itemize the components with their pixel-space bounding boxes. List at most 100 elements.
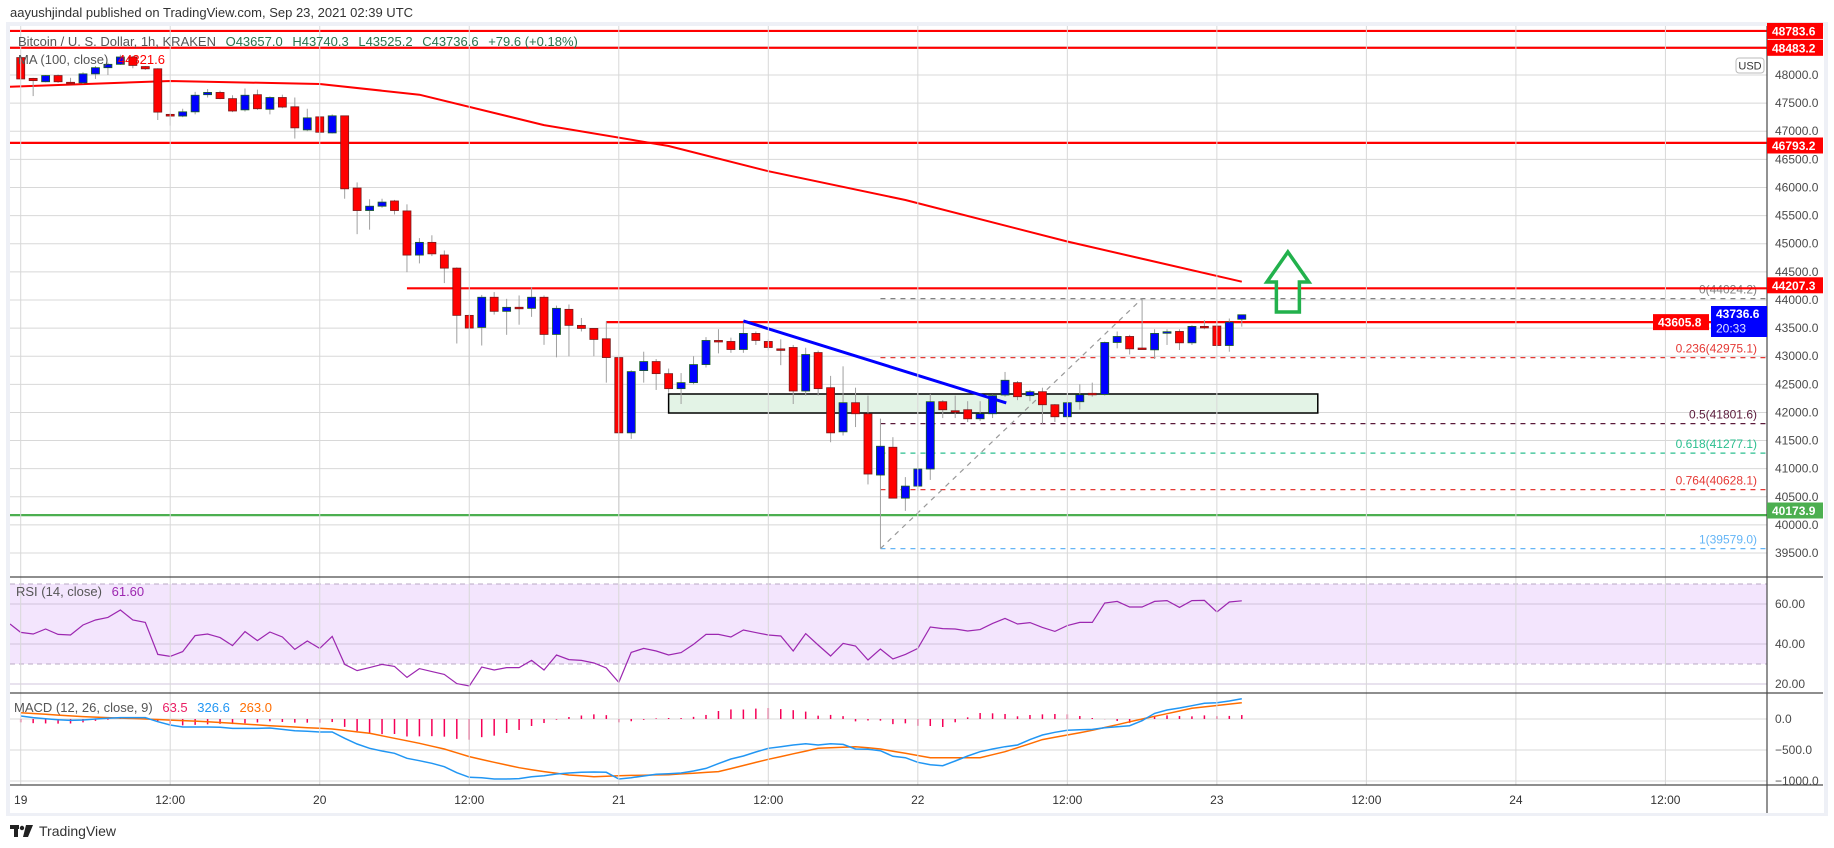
candle[interactable] — [1025, 389, 1035, 402]
rsi-pane[interactable] — [10, 583, 1767, 687]
candle[interactable] — [1050, 404, 1060, 423]
candle[interactable] — [390, 199, 399, 215]
candle[interactable] — [1100, 341, 1110, 396]
candle[interactable] — [290, 97, 300, 139]
candle[interactable] — [253, 89, 262, 110]
tradingview-logo[interactable]: TradingView — [10, 823, 116, 839]
candle[interactable] — [589, 328, 599, 357]
macd-line[interactable] — [20, 698, 1242, 780]
candle[interactable] — [1150, 329, 1159, 360]
candle[interactable] — [265, 96, 275, 115]
candle[interactable] — [327, 114, 337, 134]
candle[interactable] — [28, 77, 38, 97]
candle[interactable] — [1075, 384, 1085, 410]
candle[interactable] — [527, 287, 536, 317]
candle[interactable] — [738, 322, 748, 353]
candle[interactable] — [228, 95, 237, 113]
candle[interactable] — [826, 375, 835, 443]
candle[interactable] — [203, 89, 213, 98]
candle[interactable] — [676, 373, 686, 405]
candle[interactable] — [838, 366, 848, 436]
candle[interactable] — [140, 66, 150, 70]
candle[interactable] — [975, 401, 985, 421]
candle[interactable] — [564, 304, 574, 357]
candle[interactable] — [103, 62, 113, 75]
candle[interactable] — [950, 395, 960, 419]
candle[interactable] — [1175, 329, 1184, 351]
candle[interactable] — [41, 75, 51, 83]
candle[interactable] — [402, 204, 412, 273]
candle[interactable] — [78, 72, 88, 84]
candle[interactable] — [477, 294, 487, 346]
candle[interactable] — [876, 418, 885, 549]
candle[interactable] — [215, 90, 225, 100]
candle[interactable] — [91, 66, 100, 79]
candle[interactable] — [1137, 298, 1147, 350]
candle[interactable] — [190, 91, 200, 115]
candle[interactable] — [240, 88, 250, 112]
candle[interactable] — [66, 77, 75, 85]
candle[interactable] — [1237, 314, 1247, 327]
candle[interactable] — [1125, 334, 1135, 355]
candle[interactable] — [626, 370, 636, 439]
candle[interactable] — [963, 401, 973, 423]
macd-pane[interactable] — [10, 698, 1767, 782]
candle[interactable] — [788, 344, 798, 405]
candle[interactable] — [552, 305, 561, 358]
candle[interactable] — [714, 329, 723, 354]
candle[interactable] — [502, 298, 512, 335]
currency-badge[interactable] — [1735, 57, 1765, 74]
candle[interactable] — [801, 347, 811, 396]
candle[interactable] — [415, 238, 424, 264]
candle[interactable] — [340, 115, 350, 199]
candle[interactable] — [639, 351, 649, 383]
candle[interactable] — [701, 337, 711, 368]
candle[interactable] — [452, 267, 462, 344]
candle[interactable] — [726, 337, 736, 353]
candle[interactable] — [1013, 380, 1022, 401]
candle[interactable] — [377, 198, 387, 208]
price-pane[interactable]: 0(44024.2) 0.236(42975.1) 0.5(41801.6) 0.61… — [8, 29, 1767, 554]
candle[interactable] — [863, 395, 873, 485]
candle[interactable] — [439, 250, 449, 284]
fib-trend-line[interactable] — [880, 298, 1143, 550]
candle[interactable] — [153, 68, 163, 120]
candle[interactable] — [115, 54, 125, 65]
candle[interactable] — [1038, 387, 1047, 424]
candle[interactable] — [651, 359, 661, 390]
candle[interactable] — [53, 74, 63, 83]
candle[interactable] — [489, 292, 499, 315]
candle[interactable] — [539, 295, 549, 345]
candle[interactable] — [888, 437, 898, 499]
candle[interactable] — [664, 368, 674, 393]
candle[interactable] — [1224, 318, 1234, 352]
candle[interactable] — [1187, 325, 1197, 345]
candle[interactable] — [751, 331, 761, 345]
candle[interactable] — [925, 393, 935, 480]
up-arrow-icon[interactable] — [1263, 248, 1313, 314]
rsi-line[interactable] — [10, 599, 1242, 687]
candle[interactable] — [1112, 331, 1122, 349]
blue-trendline[interactable] — [742, 319, 1007, 405]
candle[interactable] — [277, 94, 287, 109]
rsi-legend[interactable]: RSI (14, close) 61.60 — [16, 584, 150, 599]
candle[interactable] — [813, 350, 823, 396]
candle[interactable] — [302, 108, 312, 132]
candle[interactable] — [514, 295, 524, 325]
candle[interactable] — [776, 339, 786, 366]
candle[interactable] — [689, 356, 698, 385]
candle[interactable] — [577, 317, 586, 332]
candle[interactable] — [365, 199, 374, 230]
candle[interactable] — [1200, 320, 1209, 330]
candle[interactable] — [851, 387, 860, 428]
candle[interactable] — [601, 321, 611, 383]
macd-legend[interactable]: MACD (12, 26, close, 9) 63.5 326.6 263.0 — [14, 700, 278, 715]
candle[interactable] — [900, 477, 910, 511]
ma100-line[interactable] — [8, 80, 1243, 283]
candle[interactable] — [1162, 329, 1172, 345]
candle[interactable] — [938, 400, 948, 419]
candle[interactable] — [427, 235, 437, 257]
candle[interactable] — [1000, 371, 1010, 397]
candle[interactable] — [128, 55, 138, 69]
